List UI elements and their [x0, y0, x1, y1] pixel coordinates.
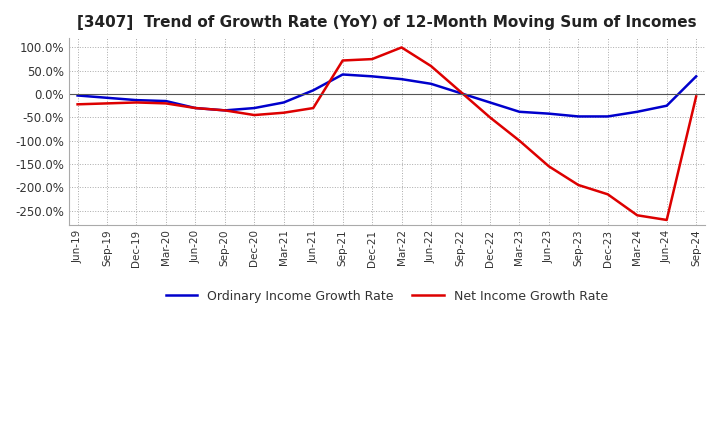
- Title: [3407]  Trend of Growth Rate (YoY) of 12-Month Moving Sum of Incomes: [3407] Trend of Growth Rate (YoY) of 12-…: [77, 15, 697, 30]
- Net Income Growth Rate: [161, 101, 170, 106]
- Ordinary Income Growth Rate: [633, 109, 642, 114]
- Net Income Growth Rate: [279, 110, 288, 115]
- Net Income Growth Rate: [633, 213, 642, 218]
- Net Income Growth Rate: [338, 58, 347, 63]
- Net Income Growth Rate: [427, 63, 436, 69]
- Ordinary Income Growth Rate: [191, 106, 199, 111]
- Ordinary Income Growth Rate: [220, 108, 229, 113]
- Line: Net Income Growth Rate: Net Income Growth Rate: [78, 48, 696, 220]
- Line: Ordinary Income Growth Rate: Ordinary Income Growth Rate: [78, 74, 696, 117]
- Net Income Growth Rate: [250, 112, 258, 117]
- Ordinary Income Growth Rate: [161, 99, 170, 104]
- Ordinary Income Growth Rate: [250, 106, 258, 111]
- Net Income Growth Rate: [486, 115, 495, 120]
- Net Income Growth Rate: [603, 192, 612, 197]
- Net Income Growth Rate: [692, 94, 701, 99]
- Ordinary Income Growth Rate: [368, 74, 377, 79]
- Ordinary Income Growth Rate: [544, 111, 553, 116]
- Ordinary Income Growth Rate: [338, 72, 347, 77]
- Net Income Growth Rate: [368, 56, 377, 62]
- Net Income Growth Rate: [662, 217, 671, 223]
- Net Income Growth Rate: [544, 164, 553, 169]
- Net Income Growth Rate: [191, 106, 199, 111]
- Net Income Growth Rate: [103, 101, 112, 106]
- Ordinary Income Growth Rate: [456, 91, 465, 96]
- Legend: Ordinary Income Growth Rate, Net Income Growth Rate: Ordinary Income Growth Rate, Net Income …: [161, 285, 613, 308]
- Ordinary Income Growth Rate: [574, 114, 582, 119]
- Net Income Growth Rate: [456, 89, 465, 94]
- Net Income Growth Rate: [220, 108, 229, 113]
- Ordinary Income Growth Rate: [397, 77, 406, 82]
- Net Income Growth Rate: [515, 138, 523, 143]
- Net Income Growth Rate: [574, 182, 582, 187]
- Ordinary Income Growth Rate: [427, 81, 436, 86]
- Ordinary Income Growth Rate: [103, 95, 112, 100]
- Ordinary Income Growth Rate: [73, 93, 82, 98]
- Ordinary Income Growth Rate: [309, 88, 318, 93]
- Ordinary Income Growth Rate: [662, 103, 671, 108]
- Ordinary Income Growth Rate: [279, 100, 288, 105]
- Net Income Growth Rate: [309, 106, 318, 111]
- Ordinary Income Growth Rate: [692, 74, 701, 79]
- Ordinary Income Growth Rate: [515, 109, 523, 114]
- Net Income Growth Rate: [73, 102, 82, 107]
- Net Income Growth Rate: [397, 45, 406, 50]
- Net Income Growth Rate: [132, 100, 141, 105]
- Ordinary Income Growth Rate: [486, 100, 495, 105]
- Ordinary Income Growth Rate: [603, 114, 612, 119]
- Ordinary Income Growth Rate: [132, 98, 141, 103]
